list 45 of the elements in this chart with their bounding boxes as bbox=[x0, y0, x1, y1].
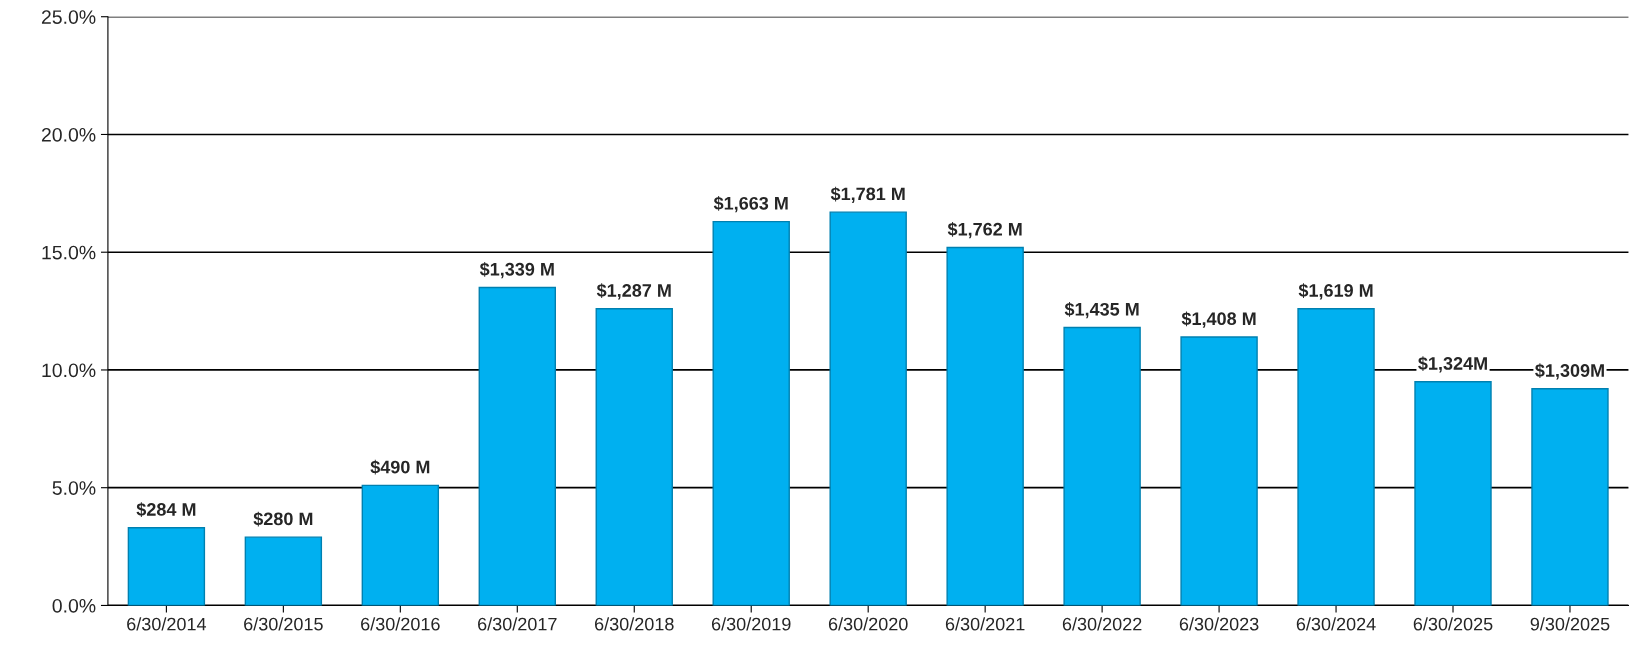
annotation: $1,619 M bbox=[1298, 283, 1373, 300]
bar bbox=[1531, 388, 1609, 606]
annotation: $1,309M bbox=[1535, 363, 1604, 380]
bar bbox=[361, 484, 440, 606]
annotation: $490 M bbox=[370, 459, 430, 475]
annotation: $1,324M bbox=[1418, 356, 1487, 373]
annotation: $1,287 M bbox=[596, 283, 671, 300]
y-tick-label: 20.0% bbox=[41, 127, 96, 142]
bar bbox=[478, 286, 556, 606]
bar bbox=[829, 211, 907, 606]
bar bbox=[1414, 381, 1492, 606]
x-tick-label: 6/30/2019 bbox=[711, 617, 791, 631]
annotation: $1,339 M bbox=[479, 262, 554, 279]
annotation: $280 M bbox=[253, 511, 313, 527]
annotation: $1,435 M bbox=[1064, 302, 1139, 319]
x-tick-label: 6/30/2022 bbox=[1062, 617, 1142, 631]
x-tick-label: 6/30/2016 bbox=[361, 617, 440, 631]
bar bbox=[1297, 308, 1375, 606]
bar bbox=[712, 220, 790, 606]
y-tick-label: 10.0% bbox=[42, 363, 96, 378]
bar bbox=[1180, 336, 1258, 606]
x-tick-label: 6/30/2015 bbox=[244, 617, 323, 631]
bar bbox=[1063, 326, 1141, 606]
x-tick-label: 6/30/2018 bbox=[595, 617, 674, 631]
bar bbox=[244, 536, 323, 606]
x-tick-label: 6/30/2014 bbox=[127, 617, 207, 631]
y-tick-label: 25.0% bbox=[41, 10, 96, 24]
annotation: $1,408 M bbox=[1181, 311, 1256, 328]
bar bbox=[127, 527, 206, 606]
y-tick-label: 0.0% bbox=[52, 598, 96, 613]
y-tick-label: 5.0% bbox=[52, 481, 96, 495]
x-tick-label: 6/30/2025 bbox=[1413, 617, 1493, 631]
y-tick-label: 15.0% bbox=[42, 245, 96, 260]
x-tick-label: 6/30/2021 bbox=[945, 617, 1025, 631]
x-tick-label: 9/30/2025 bbox=[1530, 617, 1610, 631]
x-tick-label: 6/30/2024 bbox=[1296, 617, 1376, 631]
annotation: $1,663 M bbox=[713, 196, 788, 213]
x-tick-label: 6/30/2020 bbox=[828, 617, 908, 631]
annotation: $284 M bbox=[136, 502, 196, 517]
x-tick-label: 6/30/2017 bbox=[478, 617, 557, 631]
x-tick-label: 6/30/2023 bbox=[1179, 617, 1259, 631]
bar bbox=[595, 308, 673, 606]
annotation: $1,762 M bbox=[947, 222, 1022, 239]
annotation: $1,781 M bbox=[830, 186, 905, 203]
bar bbox=[946, 246, 1024, 606]
